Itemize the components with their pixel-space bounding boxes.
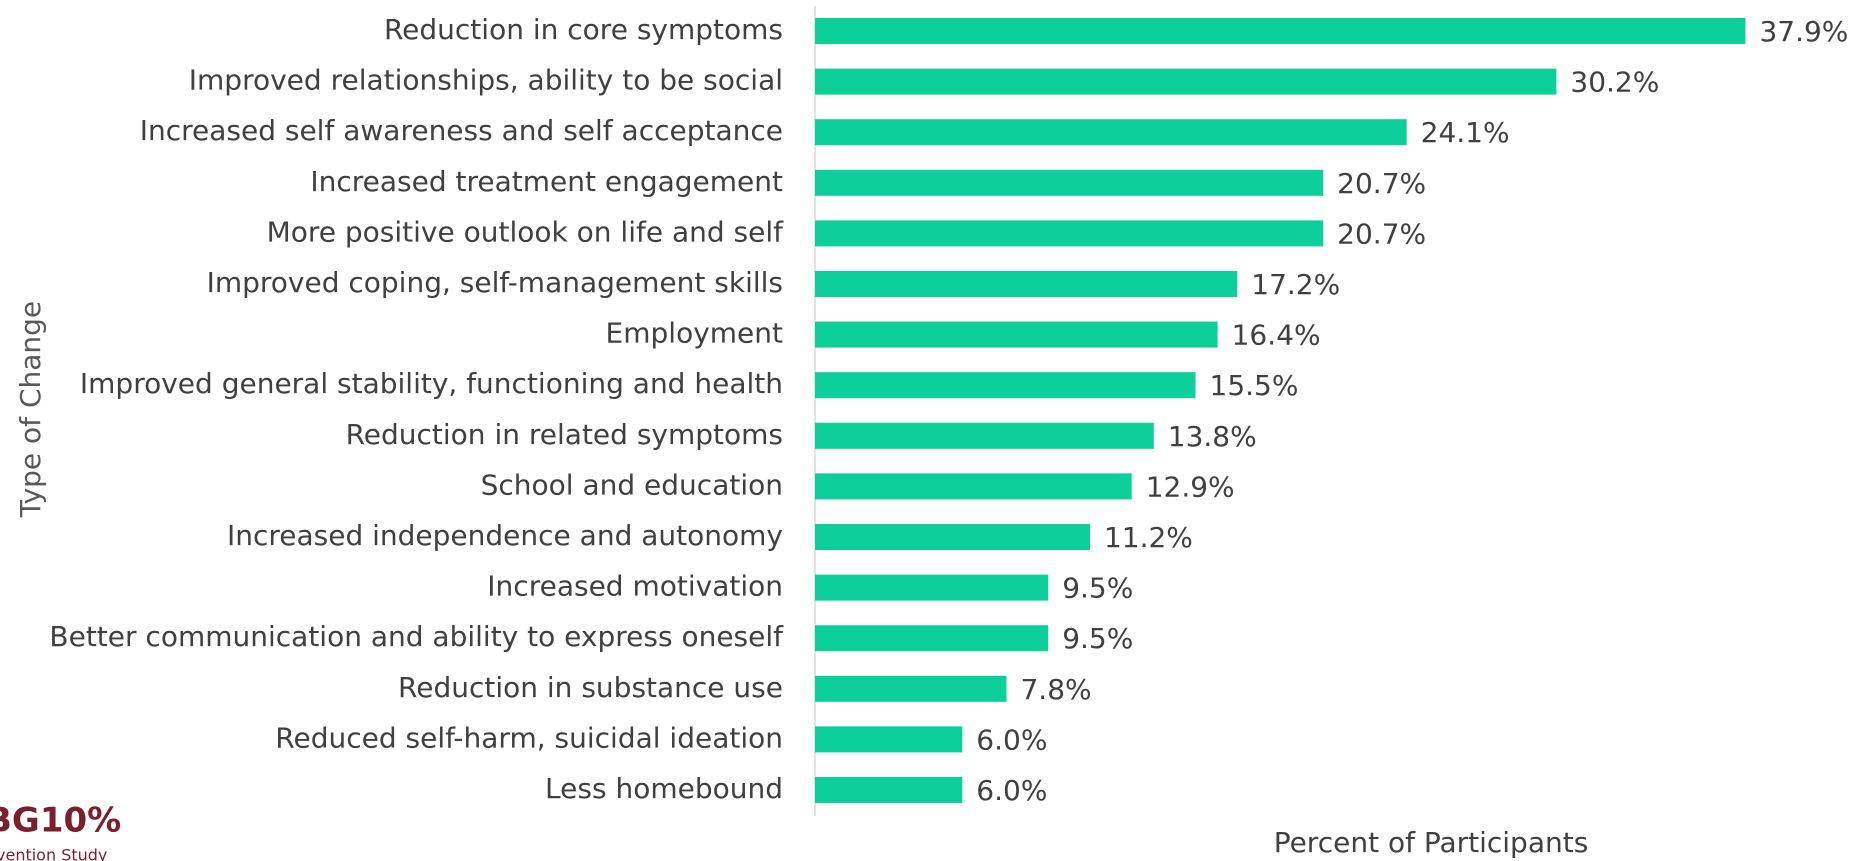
value-label: 9.5% bbox=[1062, 622, 1133, 655]
y-axis-label: Type of Change bbox=[14, 301, 47, 518]
bar bbox=[815, 726, 963, 753]
y-tick-label: Reduction in core symptoms bbox=[384, 13, 783, 46]
y-tick-label: Improved coping, self-management skills bbox=[207, 266, 783, 299]
value-label: 9.5% bbox=[1062, 572, 1133, 605]
value-label: 17.2% bbox=[1251, 268, 1340, 301]
bar bbox=[815, 574, 1049, 601]
bar bbox=[815, 271, 1238, 297]
y-tick-label: Increased self awareness and self accept… bbox=[140, 114, 783, 147]
bar bbox=[815, 777, 963, 803]
bar bbox=[815, 169, 1324, 196]
bar bbox=[815, 119, 1407, 146]
value-label: 15.5% bbox=[1210, 369, 1299, 402]
value-label: 16.4% bbox=[1232, 319, 1321, 352]
bar bbox=[815, 524, 1090, 550]
logo-subtitle: vention Study bbox=[0, 846, 107, 861]
bar bbox=[815, 675, 1007, 702]
value-label: 30.2% bbox=[1570, 66, 1659, 99]
y-tick-label: More positive outlook on life and self bbox=[267, 215, 785, 248]
value-label: 37.9% bbox=[1759, 15, 1848, 48]
value-label: 11.2% bbox=[1104, 521, 1193, 554]
bar bbox=[815, 422, 1154, 449]
bar bbox=[815, 372, 1196, 399]
y-tick-label: Increased independence and autonomy bbox=[227, 519, 783, 552]
y-tick-label: Reduction in related symptoms bbox=[346, 418, 783, 451]
y-tick-label: Improved general stability, functioning … bbox=[80, 367, 783, 400]
y-tick-label: Reduced self-harm, suicidal ideation bbox=[275, 721, 783, 754]
bar bbox=[815, 473, 1132, 500]
y-tick-label: School and education bbox=[481, 468, 783, 501]
bar bbox=[815, 321, 1218, 348]
y-tick-label: Better communication and ability to expr… bbox=[49, 620, 784, 653]
value-label: 6.0% bbox=[976, 723, 1047, 756]
value-label: 6.0% bbox=[976, 774, 1047, 807]
value-label: 13.8% bbox=[1168, 420, 1257, 453]
value-label: 24.1% bbox=[1421, 116, 1510, 149]
bar bbox=[815, 625, 1049, 652]
y-tick-label: Improved relationships, ability to be so… bbox=[189, 64, 783, 97]
bar bbox=[815, 68, 1557, 95]
bar bbox=[815, 220, 1324, 247]
y-tick-label: Employment bbox=[606, 317, 783, 350]
bar bbox=[815, 18, 1746, 44]
x-axis-label: Percent of Participants bbox=[1274, 826, 1589, 859]
value-label: 20.7% bbox=[1337, 217, 1426, 250]
logo: BG10% bbox=[0, 801, 121, 841]
value-label: 12.9% bbox=[1146, 470, 1235, 503]
value-label: 20.7% bbox=[1337, 167, 1426, 200]
y-tick-label: Reduction in substance use bbox=[398, 671, 783, 704]
y-tick-label: Increased motivation bbox=[487, 570, 783, 603]
value-label: 7.8% bbox=[1020, 673, 1091, 706]
y-tick-label: Increased treatment engagement bbox=[310, 165, 783, 198]
y-tick-label: Less homebound bbox=[545, 772, 783, 805]
